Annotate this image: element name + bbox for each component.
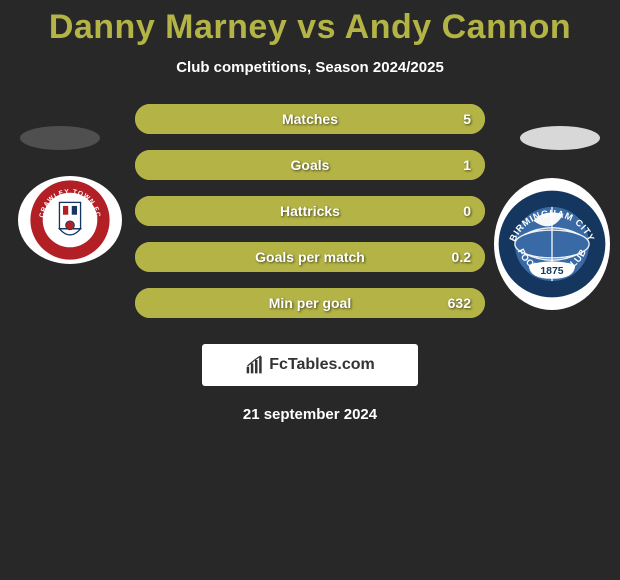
stat-label: Hattricks xyxy=(280,203,340,219)
stat-value-right: 5 xyxy=(463,111,471,127)
stat-label: Min per goal xyxy=(269,295,351,311)
club-badge-left: CRAWLEY TOWN FC RED DEVILS xyxy=(18,176,122,264)
stat-value-right: 1 xyxy=(463,157,471,173)
page-title: Danny Marney vs Andy Cannon xyxy=(0,0,620,47)
club-badge-right: BIRMINGHAM CITY FOOTBALL CLUB 1875 xyxy=(494,178,610,310)
stat-label: Goals xyxy=(291,157,330,173)
stat-label: Goals per match xyxy=(255,249,365,265)
stat-label: Matches xyxy=(282,111,338,127)
stat-row: Hattricks 0 xyxy=(135,196,485,226)
watermark[interactable]: FcTables.com xyxy=(202,344,418,386)
stat-value-right: 0.2 xyxy=(452,249,471,265)
date-text: 21 september 2024 xyxy=(0,406,620,423)
stat-row: Goals 1 xyxy=(135,150,485,180)
watermark-text: FcTables.com xyxy=(269,356,375,374)
stat-row: Min per goal 632 xyxy=(135,288,485,318)
subtitle: Club competitions, Season 2024/2025 xyxy=(0,59,620,76)
bar-chart-icon xyxy=(245,355,265,375)
stat-value-right: 632 xyxy=(448,295,471,311)
birmingham-city-crest-icon: BIRMINGHAM CITY FOOTBALL CLUB 1875 xyxy=(494,178,610,310)
crest-right-year: 1875 xyxy=(540,266,563,277)
stat-value-right: 0 xyxy=(463,203,471,219)
stat-row: Matches 5 xyxy=(135,104,485,134)
player-platform-left xyxy=(20,126,100,150)
crawley-town-crest-icon: CRAWLEY TOWN FC RED DEVILS xyxy=(18,176,122,264)
player-platform-right xyxy=(520,126,600,150)
stat-row: Goals per match 0.2 xyxy=(135,242,485,272)
